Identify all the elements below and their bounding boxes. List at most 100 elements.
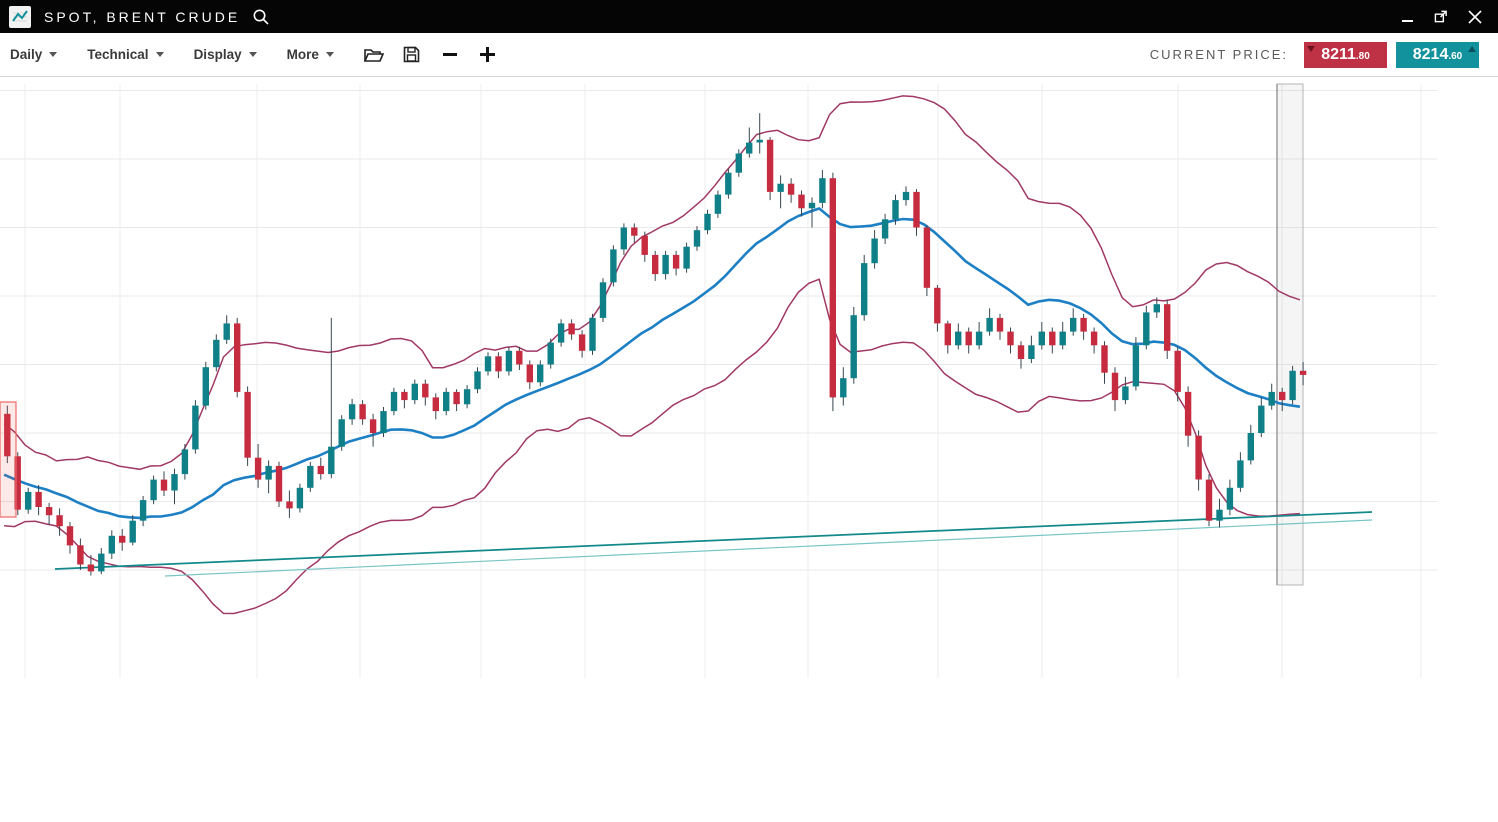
candle-body xyxy=(1237,460,1244,488)
candle-body xyxy=(4,413,11,457)
candle-body xyxy=(1216,509,1223,521)
candle-body xyxy=(850,315,857,379)
candle-body xyxy=(181,449,189,475)
candle-body xyxy=(1143,312,1150,346)
menu-display[interactable]: Display xyxy=(194,47,257,62)
candle-body xyxy=(432,397,439,412)
candle-body xyxy=(683,246,690,269)
candle-body xyxy=(1049,331,1056,346)
candle-body xyxy=(756,139,763,143)
candle-body xyxy=(1153,304,1160,313)
candle-body xyxy=(1164,304,1171,351)
minimize-button[interactable] xyxy=(1400,10,1414,24)
candle-body xyxy=(14,456,21,510)
candle-body xyxy=(620,227,627,250)
zoom-out-button[interactable] xyxy=(440,45,460,65)
chevron-down-icon xyxy=(155,52,164,57)
candle-body xyxy=(192,405,199,450)
app-logo-icon xyxy=(9,5,31,28)
menu-technical[interactable]: Technical xyxy=(87,47,164,62)
window-titlebar: SPOT, BRENT CRUDE xyxy=(0,0,1498,33)
candle-body xyxy=(704,213,711,231)
candle-body xyxy=(1028,345,1035,359)
candle-body xyxy=(1268,391,1275,406)
folder-open-icon xyxy=(363,48,384,62)
price-down-arrow-icon xyxy=(1307,45,1315,52)
candle-body xyxy=(254,457,262,480)
candle-body xyxy=(955,331,962,346)
highlight-region xyxy=(1276,83,1304,586)
candle-body xyxy=(265,465,272,480)
candle-body xyxy=(746,142,753,154)
candle-body xyxy=(547,342,554,365)
candle-body xyxy=(401,391,408,401)
candle-body xyxy=(359,404,366,420)
candle-body xyxy=(516,350,523,365)
candle-body xyxy=(892,200,899,220)
candle-body xyxy=(150,479,157,501)
candle-body xyxy=(934,287,941,324)
candle-body xyxy=(599,282,607,318)
bid-price-int: 8211 xyxy=(1321,45,1356,63)
open-layout-button[interactable] xyxy=(363,45,384,65)
plus-icon xyxy=(480,47,496,62)
candle-body xyxy=(1226,487,1234,510)
candle-body xyxy=(484,356,492,372)
candle-body xyxy=(1184,391,1192,436)
save-layout-button[interactable] xyxy=(402,45,422,65)
toolbar: Daily Technical Display More CURRENT PRI… xyxy=(0,33,1498,77)
candle-body xyxy=(1258,405,1265,433)
search-icon[interactable] xyxy=(252,8,270,26)
window-title: SPOT, BRENT CRUDE xyxy=(44,8,241,25)
candle-body xyxy=(1122,386,1129,401)
ask-price-dec: .60 xyxy=(1448,51,1463,62)
ask-price-int: 8214 xyxy=(1412,45,1449,63)
candle-body xyxy=(338,419,345,447)
candle-body xyxy=(1101,345,1108,373)
candle-body xyxy=(819,178,826,203)
candle-body xyxy=(35,491,42,507)
candle-body xyxy=(652,254,659,275)
candle-body xyxy=(714,194,722,214)
candle-body xyxy=(56,515,63,527)
candle-body xyxy=(526,364,533,383)
candle-body xyxy=(307,465,314,488)
bollinger-upper-line xyxy=(3,95,1301,471)
candle-body xyxy=(1080,317,1087,332)
candle-body xyxy=(296,487,304,509)
candle-body xyxy=(798,194,805,209)
menu-more-label: More xyxy=(286,47,319,62)
menu-more[interactable]: More xyxy=(287,47,334,62)
candle-body xyxy=(317,465,324,475)
candle-body xyxy=(1247,433,1254,461)
candle-body xyxy=(777,183,784,192)
candle-body xyxy=(25,491,32,510)
candle-body xyxy=(578,334,586,351)
candle-body xyxy=(923,227,931,288)
close-icon[interactable] xyxy=(1468,9,1482,24)
moving-average-line xyxy=(3,207,1301,520)
menu-display-label: Display xyxy=(193,47,242,62)
candle-body xyxy=(672,254,680,269)
candle-body xyxy=(787,183,795,195)
candle-body xyxy=(505,350,513,372)
candle-body xyxy=(871,238,878,264)
candle-body xyxy=(139,500,147,521)
pattern-box-bearish xyxy=(0,401,17,518)
vwap-trendline xyxy=(164,519,1373,577)
candle-body xyxy=(840,378,847,398)
menu-daily-label: Daily xyxy=(10,47,43,62)
candle-body xyxy=(641,235,648,255)
candle-body xyxy=(463,389,471,405)
candle-body xyxy=(495,356,502,372)
popout-button[interactable] xyxy=(1434,10,1448,24)
zoom-in-button[interactable] xyxy=(478,45,498,65)
bid-price-badge: 8211.80 xyxy=(1304,41,1387,68)
candle-body xyxy=(631,227,638,236)
main-chart[interactable] xyxy=(0,77,1498,822)
chevron-down-icon xyxy=(325,52,334,57)
candle-body xyxy=(537,364,544,383)
candle-body xyxy=(808,202,816,209)
candle-body xyxy=(1195,435,1202,480)
menu-daily[interactable]: Daily xyxy=(10,47,58,62)
